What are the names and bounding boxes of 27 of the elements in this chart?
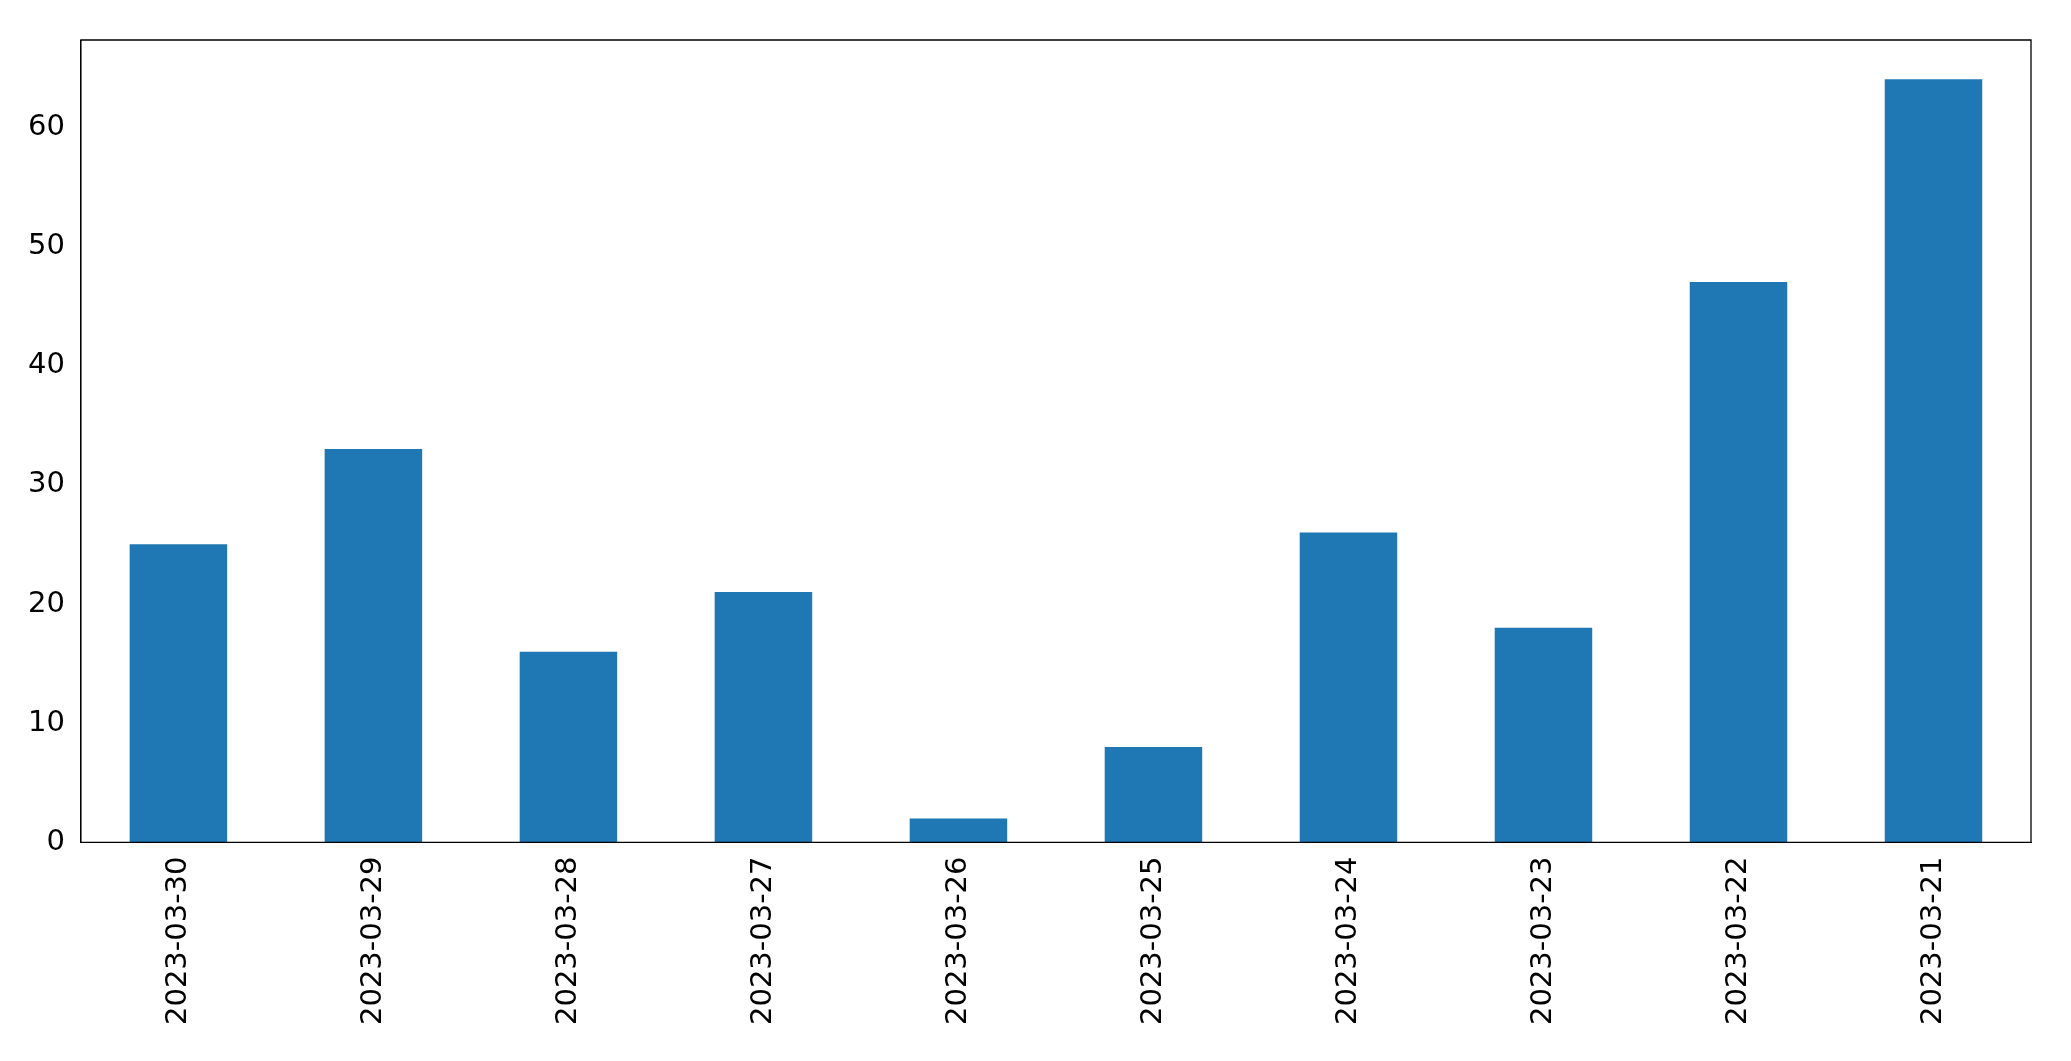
x-tick-label: 2023-03-23 [1524, 856, 1559, 1026]
x-tick-label: 2023-03-30 [158, 856, 193, 1026]
x-tick-label: 2023-03-25 [1133, 856, 1168, 1026]
x-tick-label: 2023-03-22 [1719, 856, 1754, 1026]
y-tick-label: 60 [28, 107, 65, 142]
bar [1884, 79, 1983, 843]
y-tick-label: 20 [28, 584, 65, 619]
x-tick-label: 2023-03-29 [353, 856, 388, 1026]
bar [324, 448, 423, 843]
x-tick-label: 2023-03-21 [1914, 856, 1949, 1026]
y-tick-label: 40 [28, 346, 65, 381]
y-tick-label: 30 [28, 465, 65, 500]
bar [1104, 747, 1203, 843]
bar [909, 818, 1008, 843]
y-tick-label: 50 [28, 226, 65, 261]
bar [519, 651, 618, 843]
bar [1689, 282, 1788, 843]
y-tick-label: 0 [46, 823, 65, 857]
x-tick-label: 2023-03-27 [743, 856, 778, 1026]
x-tick-label: 2023-03-24 [1329, 856, 1363, 1026]
bar [1299, 532, 1398, 843]
bar [714, 592, 813, 843]
x-tick-label: 2023-03-28 [548, 856, 583, 1026]
y-tick-label: 10 [28, 703, 65, 738]
x-tick-label: 2023-03-26 [938, 856, 973, 1026]
bar [1494, 627, 1593, 843]
bar [129, 544, 228, 843]
